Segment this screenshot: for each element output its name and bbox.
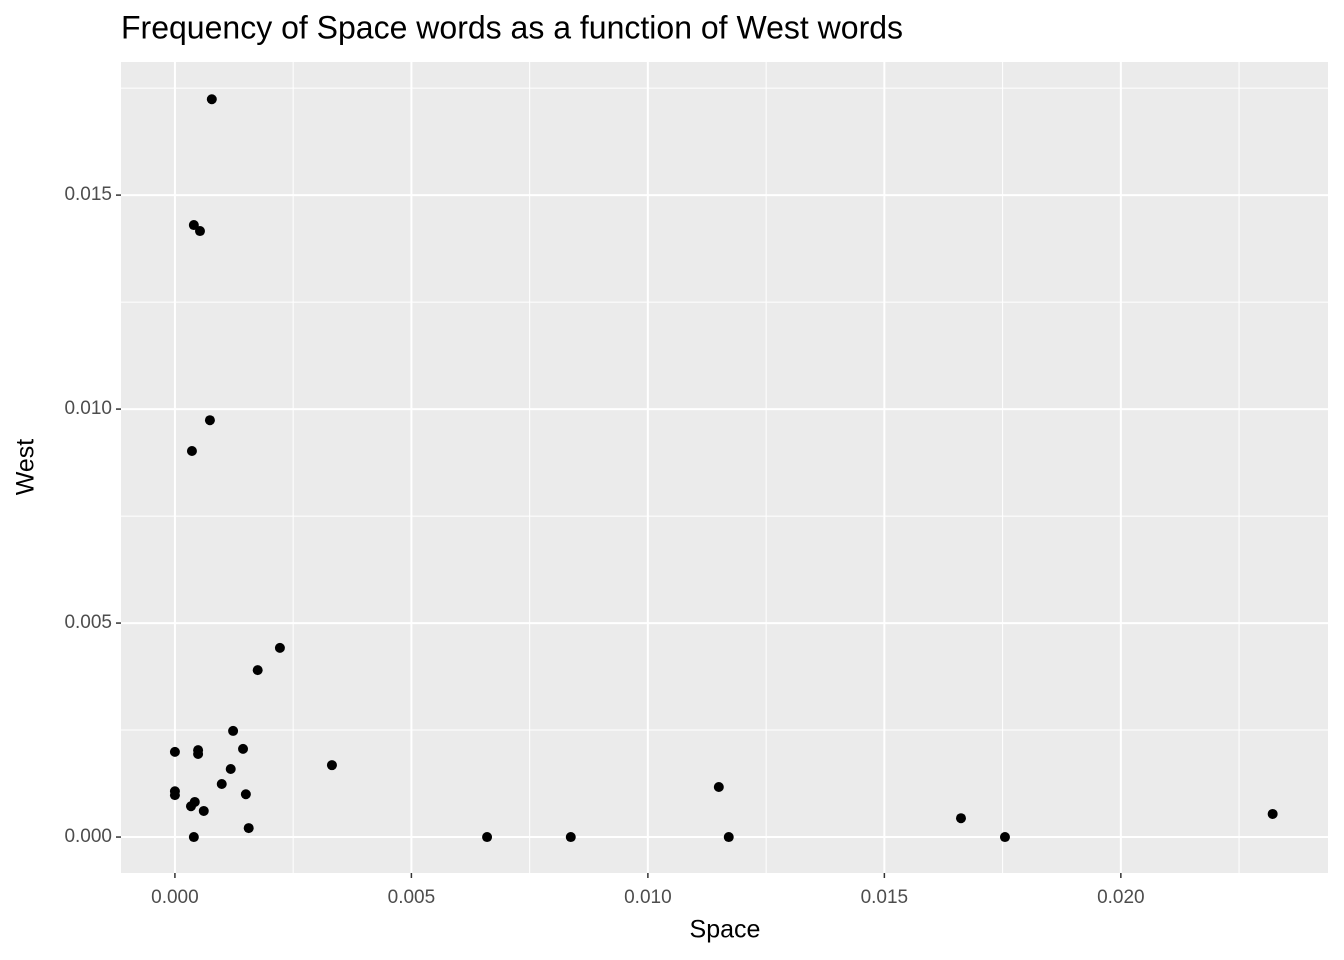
point	[186, 446, 197, 457]
panel	[121, 62, 1328, 873]
x-tick-label: 0.005	[388, 887, 436, 908]
point	[240, 789, 251, 800]
x-axis-label: Space	[690, 916, 761, 944]
point	[723, 832, 734, 843]
x-tick-label: 0.015	[861, 887, 909, 908]
y-tick-label: 0.010	[64, 398, 112, 419]
x-tick-label: 0.020	[1097, 887, 1145, 908]
point	[206, 94, 217, 105]
point	[228, 725, 239, 736]
point	[169, 746, 180, 757]
point	[713, 781, 724, 792]
point	[326, 760, 337, 771]
x-tick-label: 0.000	[151, 887, 199, 908]
point	[482, 832, 493, 843]
y-tick-label: 0.015	[64, 184, 112, 205]
point	[274, 642, 285, 653]
grid	[121, 62, 1328, 873]
point	[216, 778, 227, 789]
chart-title: Frequency of Space words as a function o…	[121, 9, 903, 45]
point	[204, 415, 215, 426]
point	[238, 743, 249, 754]
x-tick-label: 0.010	[624, 887, 672, 908]
point	[243, 823, 254, 834]
point	[188, 220, 199, 231]
point	[185, 801, 196, 812]
y-tick-label: 0.005	[64, 612, 112, 633]
point	[194, 226, 205, 237]
point	[225, 764, 236, 775]
point	[565, 832, 576, 843]
y-axis-label: West	[12, 439, 40, 496]
points	[169, 94, 1278, 843]
point	[252, 665, 263, 676]
point	[169, 790, 180, 801]
point	[999, 832, 1010, 843]
point	[193, 749, 204, 760]
point	[188, 832, 199, 843]
y-tick-label: 0.000	[64, 826, 112, 847]
point	[955, 813, 966, 824]
point	[198, 805, 209, 816]
point	[1267, 808, 1278, 819]
